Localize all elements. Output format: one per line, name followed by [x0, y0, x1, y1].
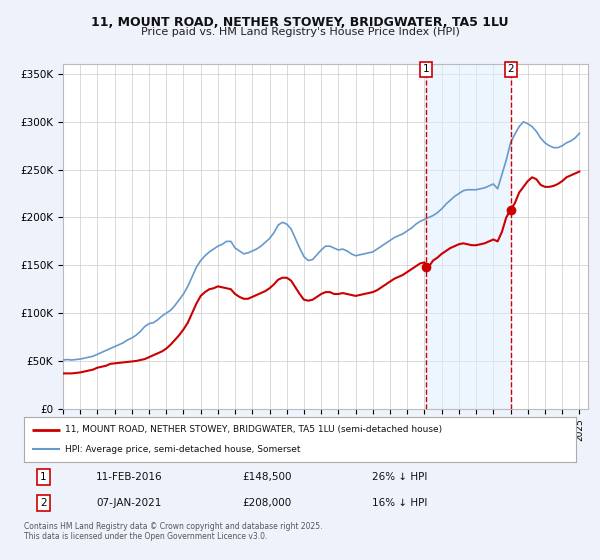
- Text: 11, MOUNT ROAD, NETHER STOWEY, BRIDGWATER, TA5 1LU: 11, MOUNT ROAD, NETHER STOWEY, BRIDGWATE…: [91, 16, 509, 29]
- Text: 16% ↓ HPI: 16% ↓ HPI: [371, 498, 427, 508]
- Text: 11-FEB-2016: 11-FEB-2016: [95, 472, 162, 482]
- Text: 2: 2: [508, 64, 514, 74]
- Text: 2: 2: [40, 498, 47, 508]
- Text: HPI: Average price, semi-detached house, Somerset: HPI: Average price, semi-detached house,…: [65, 445, 301, 454]
- Text: 26% ↓ HPI: 26% ↓ HPI: [371, 472, 427, 482]
- Text: £148,500: £148,500: [242, 472, 292, 482]
- Bar: [427, 64, 511, 409]
- Text: 1: 1: [423, 64, 430, 74]
- Text: Contains HM Land Registry data © Crown copyright and database right 2025.
This d: Contains HM Land Registry data © Crown c…: [24, 522, 323, 542]
- Text: 11, MOUNT ROAD, NETHER STOWEY, BRIDGWATER, TA5 1LU (semi-detached house): 11, MOUNT ROAD, NETHER STOWEY, BRIDGWATE…: [65, 425, 443, 434]
- Text: 1: 1: [40, 472, 47, 482]
- Text: £208,000: £208,000: [242, 498, 292, 508]
- Text: 07-JAN-2021: 07-JAN-2021: [96, 498, 161, 508]
- Text: Price paid vs. HM Land Registry's House Price Index (HPI): Price paid vs. HM Land Registry's House …: [140, 27, 460, 37]
